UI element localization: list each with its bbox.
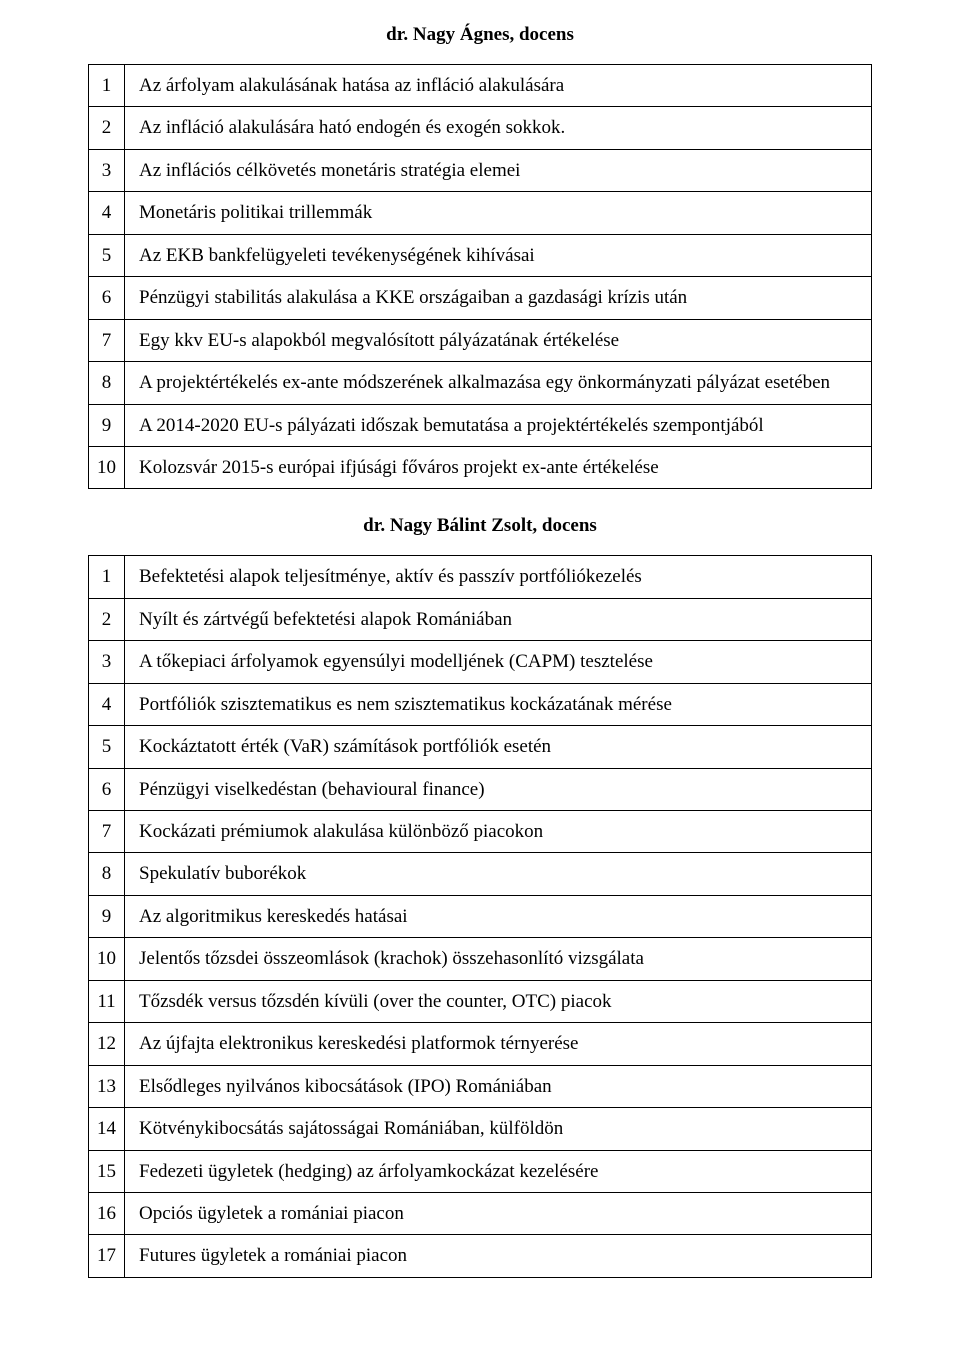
table-row: 13 Elsődleges nyilvános kibocsátások (IP… xyxy=(89,1065,872,1107)
row-text: Egy kkv EU-s alapokból megvalósított pál… xyxy=(125,319,872,361)
table-row: 4 Portfóliók szisztematikus es nem szisz… xyxy=(89,683,872,725)
row-text: Monetáris politikai trillemmák xyxy=(125,192,872,234)
table-row: 10 Jelentős tőzsdei összeomlások (kracho… xyxy=(89,938,872,980)
row-number: 9 xyxy=(89,895,125,937)
row-text: Pénzügyi stabilitás alakulása a KKE orsz… xyxy=(125,277,872,319)
row-number: 10 xyxy=(89,446,125,488)
row-number: 5 xyxy=(89,726,125,768)
row-number: 13 xyxy=(89,1065,125,1107)
table-row: 9 Az algoritmikus kereskedés hatásai xyxy=(89,895,872,937)
row-text: Jelentős tőzsdei összeomlások (krachok) … xyxy=(125,938,872,980)
table-row: 12 Az újfajta elektronikus kereskedési p… xyxy=(89,1023,872,1065)
table-row: 4 Monetáris politikai trillemmák xyxy=(89,192,872,234)
table-row: 17 Futures ügyletek a romániai piacon xyxy=(89,1235,872,1277)
row-text: A tőkepiaci árfolyamok egyensúlyi modell… xyxy=(125,641,872,683)
table-row: 7 Egy kkv EU-s alapokból megvalósított p… xyxy=(89,319,872,361)
row-number: 3 xyxy=(89,149,125,191)
row-number: 8 xyxy=(89,853,125,895)
topic-table-1: 1 Az árfolyam alakulásának hatása az inf… xyxy=(88,64,872,489)
row-text: Kolozsvár 2015-s európai ifjúsági főváro… xyxy=(125,446,872,488)
row-text: Fedezeti ügyletek (hedging) az árfolyamk… xyxy=(125,1150,872,1192)
table-row: 6 Pénzügyi viselkedéstan (behavioural fi… xyxy=(89,768,872,810)
table-row: 14 Kötvénykibocsátás sajátosságai Románi… xyxy=(89,1108,872,1150)
table-row: 7 Kockázati prémiumok alakulása különböz… xyxy=(89,811,872,853)
row-number: 7 xyxy=(89,811,125,853)
row-text: Tőzsdék versus tőzsdén kívüli (over the … xyxy=(125,980,872,1022)
row-number: 2 xyxy=(89,107,125,149)
row-number: 5 xyxy=(89,234,125,276)
table-row: 1 Befektetési alapok teljesítménye, aktí… xyxy=(89,556,872,598)
row-number: 2 xyxy=(89,598,125,640)
row-text: Kockáztatott érték (VaR) számítások port… xyxy=(125,726,872,768)
row-number: 12 xyxy=(89,1023,125,1065)
row-text: Az árfolyam alakulásának hatása az inflá… xyxy=(125,65,872,107)
row-text: Nyílt és zártvégű befektetési alapok Rom… xyxy=(125,598,872,640)
row-number: 16 xyxy=(89,1192,125,1234)
row-number: 6 xyxy=(89,768,125,810)
table-row: 1 Az árfolyam alakulásának hatása az inf… xyxy=(89,65,872,107)
row-number: 6 xyxy=(89,277,125,319)
row-number: 9 xyxy=(89,404,125,446)
row-number: 10 xyxy=(89,938,125,980)
row-number: 4 xyxy=(89,192,125,234)
table-row: 5 Az EKB bankfelügyeleti tevékenységének… xyxy=(89,234,872,276)
row-number: 8 xyxy=(89,362,125,404)
row-number: 7 xyxy=(89,319,125,361)
row-number: 17 xyxy=(89,1235,125,1277)
row-number: 14 xyxy=(89,1108,125,1150)
section-title: dr. Nagy Bálint Zsolt, docens xyxy=(88,515,872,537)
table-row: 2 Az infláció alakulására ható endogén é… xyxy=(89,107,872,149)
table-row: 2 Nyílt és zártvégű befektetési alapok R… xyxy=(89,598,872,640)
row-number: 4 xyxy=(89,683,125,725)
table-row: 11 Tőzsdék versus tőzsdén kívüli (over t… xyxy=(89,980,872,1022)
row-text: Opciós ügyletek a romániai piacon xyxy=(125,1192,872,1234)
table-row: 3 Az inflációs célkövetés monetáris stra… xyxy=(89,149,872,191)
row-text: Az újfajta elektronikus kereskedési plat… xyxy=(125,1023,872,1065)
row-number: 11 xyxy=(89,980,125,1022)
row-text: Pénzügyi viselkedéstan (behavioural fina… xyxy=(125,768,872,810)
table-row: 16 Opciós ügyletek a romániai piacon xyxy=(89,1192,872,1234)
topic-table-2: 1 Befektetési alapok teljesítménye, aktí… xyxy=(88,555,872,1277)
table-row: 8 Spekulatív buborékok xyxy=(89,853,872,895)
section-title: dr. Nagy Ágnes, docens xyxy=(88,24,872,46)
row-text: A 2014-2020 EU-s pályázati időszak bemut… xyxy=(125,404,872,446)
row-text: Portfóliók szisztematikus es nem sziszte… xyxy=(125,683,872,725)
table-row: 6 Pénzügyi stabilitás alakulása a KKE or… xyxy=(89,277,872,319)
table-row: 3 A tőkepiaci árfolyamok egyensúlyi mode… xyxy=(89,641,872,683)
row-text: Kockázati prémiumok alakulása különböző … xyxy=(125,811,872,853)
table-row: 5 Kockáztatott érték (VaR) számítások po… xyxy=(89,726,872,768)
row-text: Befektetési alapok teljesítménye, aktív … xyxy=(125,556,872,598)
row-number: 15 xyxy=(89,1150,125,1192)
row-text: Kötvénykibocsátás sajátosságai Romániába… xyxy=(125,1108,872,1150)
table-row: 10 Kolozsvár 2015-s európai ifjúsági főv… xyxy=(89,446,872,488)
row-number: 1 xyxy=(89,65,125,107)
table-row: 8 A projektértékelés ex-ante módszerének… xyxy=(89,362,872,404)
table-row: 9 A 2014-2020 EU-s pályázati időszak bem… xyxy=(89,404,872,446)
document-page: dr. Nagy Ágnes, docens 1 Az árfolyam ala… xyxy=(0,0,960,1344)
row-text: Az inflációs célkövetés monetáris straté… xyxy=(125,149,872,191)
row-text: Az algoritmikus kereskedés hatásai xyxy=(125,895,872,937)
row-text: Az infláció alakulására ható endogén és … xyxy=(125,107,872,149)
table-row: 15 Fedezeti ügyletek (hedging) az árfoly… xyxy=(89,1150,872,1192)
row-number: 3 xyxy=(89,641,125,683)
row-text: Futures ügyletek a romániai piacon xyxy=(125,1235,872,1277)
row-text: Az EKB bankfelügyeleti tevékenységének k… xyxy=(125,234,872,276)
row-text: Elsődleges nyilvános kibocsátások (IPO) … xyxy=(125,1065,872,1107)
row-number: 1 xyxy=(89,556,125,598)
row-text: A projektértékelés ex-ante módszerének a… xyxy=(125,362,872,404)
row-text: Spekulatív buborékok xyxy=(125,853,872,895)
